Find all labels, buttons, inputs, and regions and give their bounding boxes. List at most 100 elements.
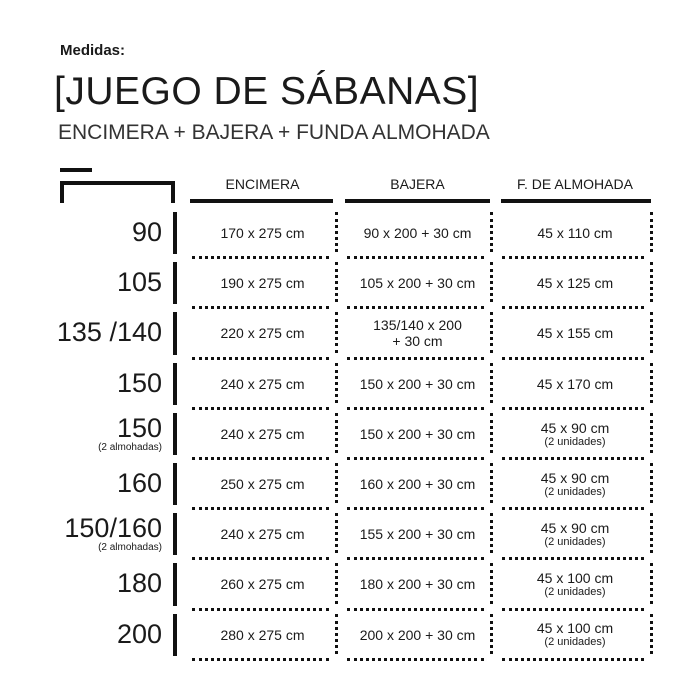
cell-value: 240 x 275 cm <box>220 375 305 392</box>
dotted-divider <box>335 613 338 654</box>
size-label: 180 <box>117 570 162 597</box>
column-header-bajera: BAJERA <box>390 176 445 192</box>
dotted-divider <box>192 607 329 611</box>
dotted-divider <box>490 362 493 403</box>
dotted-divider <box>502 507 644 511</box>
cell-value: 45 x 155 cm <box>536 325 614 342</box>
dotted-divider <box>650 312 653 353</box>
table-cell-almohada: 45 x 125 cm <box>500 258 650 308</box>
table-cell-encimera: 260 x 275 cm <box>190 559 335 609</box>
bed-pillow-icon <box>60 168 92 172</box>
size-bar <box>173 312 177 355</box>
table-cell-almohada: 45 x 100 cm (2 unidades) <box>500 559 650 609</box>
size-value: 90 <box>131 217 162 247</box>
dotted-divider <box>502 306 644 310</box>
dotted-divider <box>490 212 493 253</box>
size-label: 150/160 (2 almohadas) <box>64 515 162 553</box>
size-bar <box>173 262 177 305</box>
column-header-almohada: F. DE ALMOHADA <box>517 176 633 192</box>
table-cell-encimera: 280 x 275 cm <box>190 610 335 660</box>
dotted-divider <box>347 557 484 561</box>
cell-value: 45 x 110 cm <box>537 225 613 242</box>
dotted-divider <box>347 256 484 260</box>
cell-value: 45 x 170 cm <box>536 375 614 392</box>
cell-value: 240 x 275 cm <box>220 425 305 442</box>
dotted-divider <box>502 607 644 611</box>
label-medidas: Medidas: <box>60 42 126 59</box>
table-cell-bajera: 160 x 200 + 30 cm <box>345 459 490 509</box>
table-cell-bajera: 155 x 200 + 30 cm <box>345 509 490 559</box>
dotted-divider <box>335 563 338 604</box>
table-cell-encimera: 220 x 275 cm <box>190 308 335 358</box>
size-label: 160 <box>117 470 162 497</box>
cell-value: 45 x 90 cm <box>540 469 610 486</box>
dotted-divider <box>347 457 484 460</box>
cell-value: 45 x 100 cm <box>536 620 614 637</box>
size-value: 200 <box>116 618 162 649</box>
dotted-divider <box>192 557 329 561</box>
cell-value: 280 x 275 cm <box>220 626 305 643</box>
dotted-divider <box>192 457 329 460</box>
cell-value: 180 x 200 + 30 cm <box>359 576 476 593</box>
dotted-divider <box>347 607 484 611</box>
cell-subvalue: (2 unidades) <box>544 485 606 498</box>
dotted-divider <box>502 457 644 460</box>
size-bar <box>173 463 177 506</box>
dotted-divider <box>192 406 329 410</box>
cell-value: 200 x 200 + 30 cm <box>359 626 476 643</box>
dotted-divider <box>490 262 493 303</box>
dotted-divider <box>347 657 484 661</box>
dotted-divider <box>347 356 484 360</box>
table-cell-almohada: 45 x 90 cm (2 unidades) <box>500 459 650 509</box>
cell-value: 170 x 275 cm <box>220 225 305 242</box>
dotted-divider <box>650 362 653 403</box>
page-subtitle: ENCIMERA + BAJERA + FUNDA ALMOHADA <box>58 121 490 144</box>
cell-value: 250 x 275 cm <box>220 476 305 493</box>
dotted-divider <box>490 412 493 453</box>
table-cell-bajera: 150 x 200 + 30 cm <box>345 359 490 409</box>
dotted-divider <box>192 507 329 511</box>
dotted-divider <box>192 657 329 661</box>
cell-value: 45 x 125 cm <box>536 275 614 292</box>
table-cell-encimera: 240 x 275 cm <box>190 509 335 559</box>
size-value: 150/160 <box>64 513 162 544</box>
cell-value: 260 x 275 cm <box>220 576 305 593</box>
size-value: 160 <box>116 468 162 498</box>
table-cell-almohada: 45 x 170 cm <box>500 359 650 409</box>
table-cell-almohada: 45 x 100 cm (2 unidades) <box>500 610 650 660</box>
table-cell-bajera: 150 x 200 + 30 cm <box>345 409 490 459</box>
size-value: 180 <box>116 568 162 599</box>
size-value: 150 <box>116 367 162 398</box>
size-bar <box>173 212 177 255</box>
table-cell-bajera: 200 x 200 + 30 cm <box>345 610 490 660</box>
dotted-divider <box>650 563 653 604</box>
table-cell-almohada: 45 x 110 cm <box>500 208 650 258</box>
cell-value: 135/140 x 200 <box>373 317 462 334</box>
table-cell-encimera: 170 x 275 cm <box>190 208 335 258</box>
cell-subvalue: (2 unidades) <box>544 636 606 649</box>
column-header-encimera: ENCIMERA <box>225 176 300 192</box>
dotted-divider <box>192 356 329 360</box>
dotted-divider <box>490 613 493 654</box>
dotted-divider <box>650 212 653 253</box>
cell-value: 45 x 100 cm <box>536 570 614 587</box>
size-label: 135 /140 <box>57 319 162 346</box>
dotted-divider <box>490 312 493 353</box>
dotted-divider <box>650 463 653 504</box>
dotted-divider <box>335 412 338 453</box>
size-value: 150 <box>116 412 162 443</box>
table-cell-encimera: 240 x 275 cm <box>190 409 335 459</box>
size-note: (2 almohadas) <box>98 441 162 453</box>
size-bar <box>173 613 177 656</box>
size-note: (2 almohadas) <box>98 542 162 554</box>
dotted-divider <box>650 262 653 303</box>
dotted-divider <box>335 262 338 303</box>
size-value: 105 <box>116 267 162 298</box>
size-bar <box>173 362 177 405</box>
dotted-divider <box>650 412 653 453</box>
size-bar <box>173 412 177 455</box>
cell-value: 45 x 90 cm <box>540 419 610 436</box>
table-cell-bajera: 105 x 200 + 30 cm <box>345 258 490 308</box>
dotted-divider <box>335 312 338 353</box>
dotted-divider <box>490 463 493 504</box>
